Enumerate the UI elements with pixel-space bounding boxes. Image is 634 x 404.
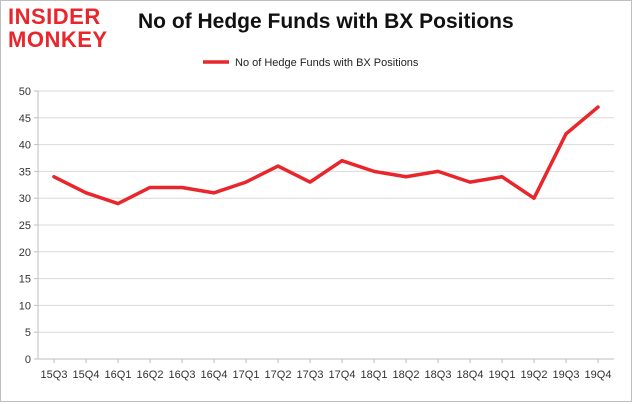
chart-title: No of Hedge Funds with BX Positions [138,10,514,33]
y-tick-label: 40 [19,140,31,152]
x-tick-label: 17Q4 [329,369,356,381]
x-tick-label: 15Q4 [73,369,100,381]
x-tick-label: 16Q1 [105,369,132,381]
legend-label: No of Hedge Funds with BX Positions [235,57,419,69]
data-point [564,132,568,136]
y-tick-label: 15 [19,274,31,286]
insider-monkey-logo: INSIDER MONKEY [8,6,116,51]
x-tick-label: 18Q3 [425,369,452,381]
data-point [468,180,472,184]
x-tick-label: 17Q2 [265,369,292,381]
x-tick-label: 17Q1 [233,369,260,381]
x-tick-label: 18Q1 [361,369,388,381]
y-tick-label: 20 [19,247,31,259]
x-tick-label: 16Q3 [169,369,196,381]
data-point [532,196,536,200]
x-axis: 15Q3 15Q4 16Q1 16Q2 16Q3 16Q4 17Q1 17Q2 17Q3 17Q4… [41,359,612,381]
data-point [84,191,88,195]
y-tick-label: 25 [19,220,31,232]
data-point [212,191,216,195]
data-point [500,175,504,179]
series-layer [52,105,600,206]
y-tick-label: 45 [19,113,31,125]
legend: No of Hedge Funds with BX Positions [203,57,419,69]
y-tick-label: 50 [19,86,31,98]
data-point [340,159,344,163]
x-tick-label: 17Q3 [297,369,324,381]
x-tick-label: 19Q4 [585,369,612,381]
x-tick-label: 15Q3 [41,369,68,381]
data-point [276,164,280,168]
y-tick-label: 5 [25,327,31,339]
data-point [180,185,184,189]
x-tick-label: 19Q2 [521,369,548,381]
x-tick-label: 16Q2 [137,369,164,381]
data-point [404,175,408,179]
data-point [116,202,120,206]
x-tick-label: 18Q4 [457,369,484,381]
data-point [436,169,440,173]
y-axis: 0 5 10 15 20 25 30 35 40 45 50 [19,86,39,366]
logo-line-2: MONKEY [8,27,108,52]
data-point [52,175,56,179]
data-point [148,185,152,189]
data-point [308,180,312,184]
y-tick-label: 30 [19,193,31,205]
x-tick-label: 19Q3 [553,369,580,381]
logo-line-1: INSIDER [8,4,101,29]
x-tick-label: 19Q1 [489,369,516,381]
series-line [52,105,600,206]
data-point [372,169,376,173]
x-tick-label: 18Q2 [393,369,420,381]
y-tick-label: 35 [19,166,31,178]
data-point [596,105,600,109]
y-tick-label: 0 [25,354,31,366]
x-tick-label: 16Q4 [201,369,228,381]
data-point [244,180,248,184]
gridlines [38,90,614,360]
y-tick-label: 10 [19,300,31,312]
